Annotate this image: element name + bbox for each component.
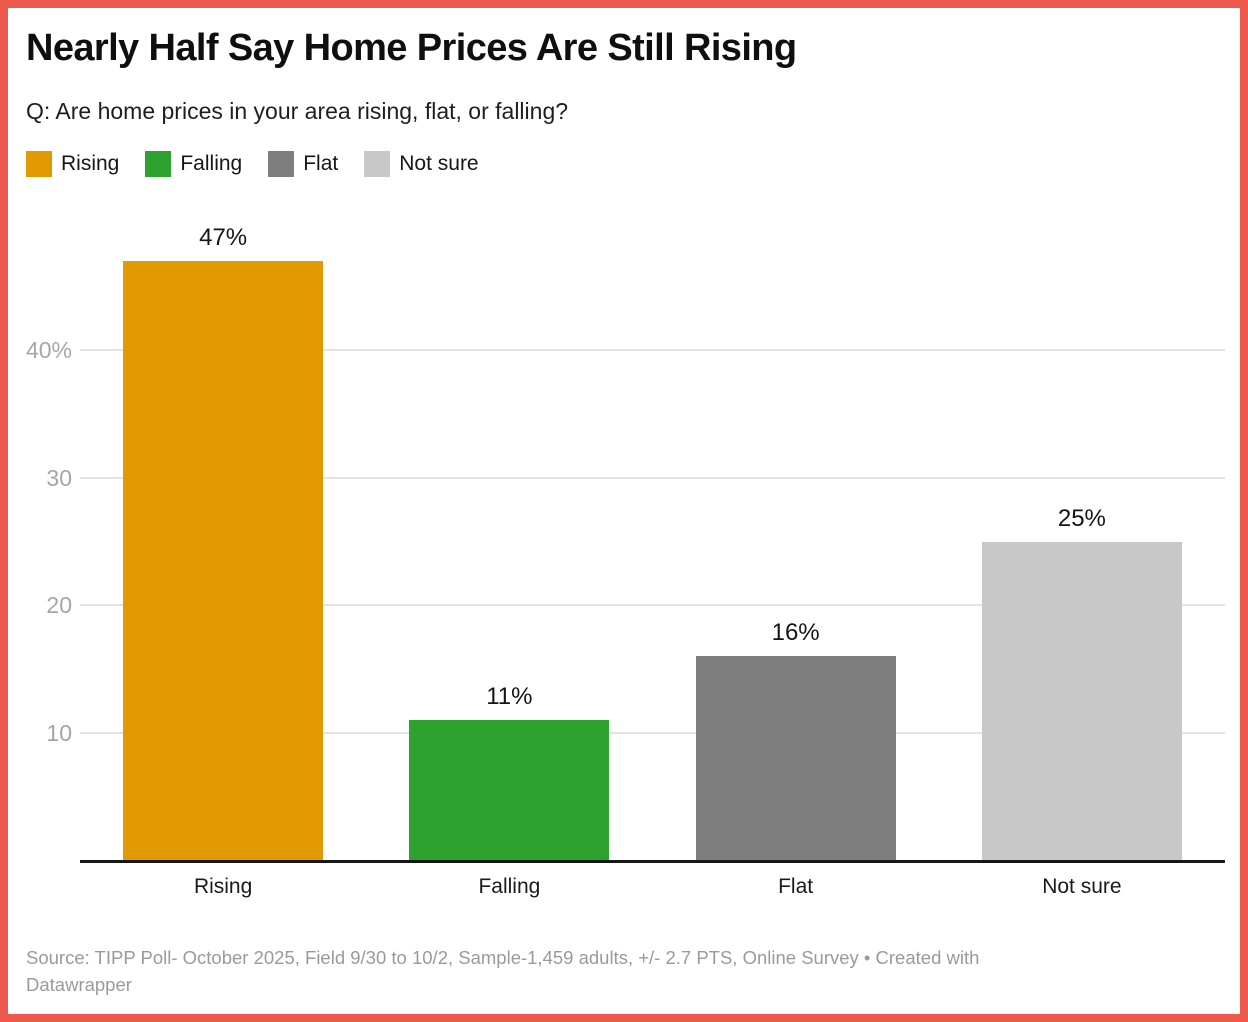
bar-value-label: 47% xyxy=(199,224,248,252)
gridline xyxy=(80,731,1225,734)
bar-value-label: 11% xyxy=(486,682,533,710)
legend-swatch-icon xyxy=(145,151,172,177)
legend-swatch-icon xyxy=(268,151,295,177)
bar-flat xyxy=(695,656,896,860)
gridline xyxy=(80,604,1225,607)
x-axis-category-label: Flat xyxy=(778,875,814,898)
bar-value-label: 16% xyxy=(771,619,820,647)
x-axis-category-label: Not sure xyxy=(1042,875,1122,898)
legend-item: Rising xyxy=(26,151,119,177)
x-axis-category-label: Rising xyxy=(193,875,253,898)
legend-item: Flat xyxy=(268,151,338,177)
y-axis-tick-label: 40% xyxy=(25,337,72,364)
gridline xyxy=(80,349,1225,352)
source-note: Source: TIPP Poll- October 2025, Field 9… xyxy=(26,944,1226,998)
y-axis-tick-label: 30 xyxy=(46,464,72,491)
y-axis-tick-label: 10 xyxy=(46,719,72,746)
legend-label: Falling xyxy=(180,152,243,175)
legend-label: Flat xyxy=(303,152,339,175)
legend-label: Rising xyxy=(61,152,120,175)
chart-area: 10 20 30 40% 47% Rising 11% Falling 16% Flat 25% No… xyxy=(8,8,1240,1014)
chart-subtitle: Q: Are home prices in your area rising, … xyxy=(26,98,569,124)
bar-falling xyxy=(409,719,610,860)
legend-swatch-icon xyxy=(364,151,391,177)
source-note-line1: Source: TIPP Poll- October 2025, Field 9… xyxy=(26,947,980,968)
legend-item: Not sure xyxy=(364,151,479,177)
x-axis-line xyxy=(80,860,1225,863)
bar-value-label: 25% xyxy=(1057,504,1106,532)
bar-rising xyxy=(123,261,324,860)
y-axis-tick-label: 20 xyxy=(46,592,72,619)
gridline xyxy=(80,476,1225,479)
x-axis-category-label: Falling xyxy=(478,875,541,898)
chart-title: Nearly Half Say Home Prices Are Still Ri… xyxy=(26,27,797,69)
source-note-line2: Datawrapper xyxy=(26,974,132,995)
legend-item: Falling xyxy=(145,151,242,177)
legend: Rising Falling Flat Not sure xyxy=(26,151,479,177)
legend-swatch-icon xyxy=(26,151,52,177)
bar-not-sure xyxy=(981,541,1182,860)
legend-label: Not sure xyxy=(399,152,479,175)
